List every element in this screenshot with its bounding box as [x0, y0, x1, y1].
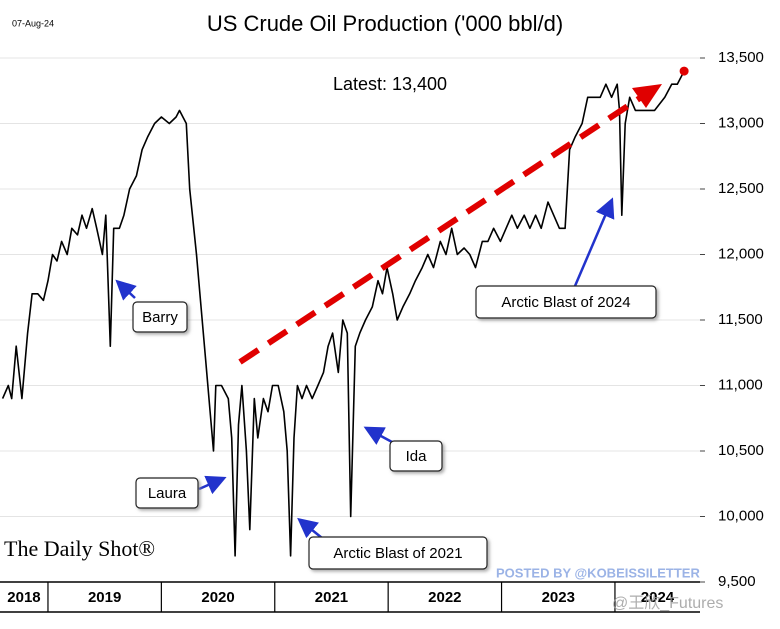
- x-tick-label: 2023: [542, 589, 575, 606]
- date-stamp: 07-Aug-24: [12, 18, 54, 28]
- latest-label: Latest: 13,400: [333, 74, 447, 94]
- callout-box: [132, 301, 188, 333]
- watermark: @王欣_Futures: [612, 594, 723, 612]
- arrow: [297, 517, 323, 539]
- x-tick-label: 2024: [641, 589, 675, 606]
- callouts: Barry Laura Ida Arctic Blast of 2021 Arc…: [115, 197, 657, 570]
- callout-label: Barry: [142, 309, 178, 326]
- y-tick-label: 10,500: [718, 442, 764, 459]
- arrow: [573, 197, 615, 287]
- y-tick-label: 9,500: [718, 573, 756, 590]
- y-tick-label: 10,000: [718, 507, 764, 524]
- x-tick-label: 2019: [88, 589, 121, 606]
- data-line: [1, 70, 685, 557]
- x-tick-label: 2021: [315, 589, 348, 606]
- callout-box: [475, 285, 657, 319]
- callout-label: Arctic Blast of 2024: [501, 294, 630, 311]
- arrow: [363, 426, 393, 445]
- y-tick-label: 12,500: [718, 180, 764, 197]
- trend-arrow: [238, 84, 662, 365]
- trend-head: [632, 84, 662, 108]
- x-tick-label: 2018: [7, 589, 40, 606]
- callout-label: Laura: [148, 485, 187, 502]
- arrow: [198, 475, 227, 495]
- callout-box: [308, 536, 488, 570]
- watermark: POSTED BY @KOBEISSILETTER: [496, 565, 700, 580]
- x-tick-label: 2020: [201, 589, 234, 606]
- callout-box: [135, 477, 199, 509]
- y-tick-label: 11,500: [718, 311, 763, 328]
- arrow: [115, 279, 137, 301]
- y-tick-label: 13,000: [718, 114, 764, 131]
- callout-label: Arctic Blast of 2021: [333, 545, 462, 562]
- x-tick-label: 2022: [428, 589, 461, 606]
- chart-title: US Crude Oil Production ('000 bbl/d): [207, 11, 563, 36]
- y-tick-label: 11,000: [718, 376, 763, 393]
- callout-box: [389, 440, 443, 472]
- source-logo: The Daily Shot®: [4, 536, 155, 561]
- latest-dot: [679, 66, 689, 76]
- y-tick-label: 12,000: [718, 245, 764, 262]
- trend-line: [238, 95, 642, 365]
- callout-label: Ida: [406, 448, 428, 465]
- y-tick-label: 13,500: [718, 49, 764, 66]
